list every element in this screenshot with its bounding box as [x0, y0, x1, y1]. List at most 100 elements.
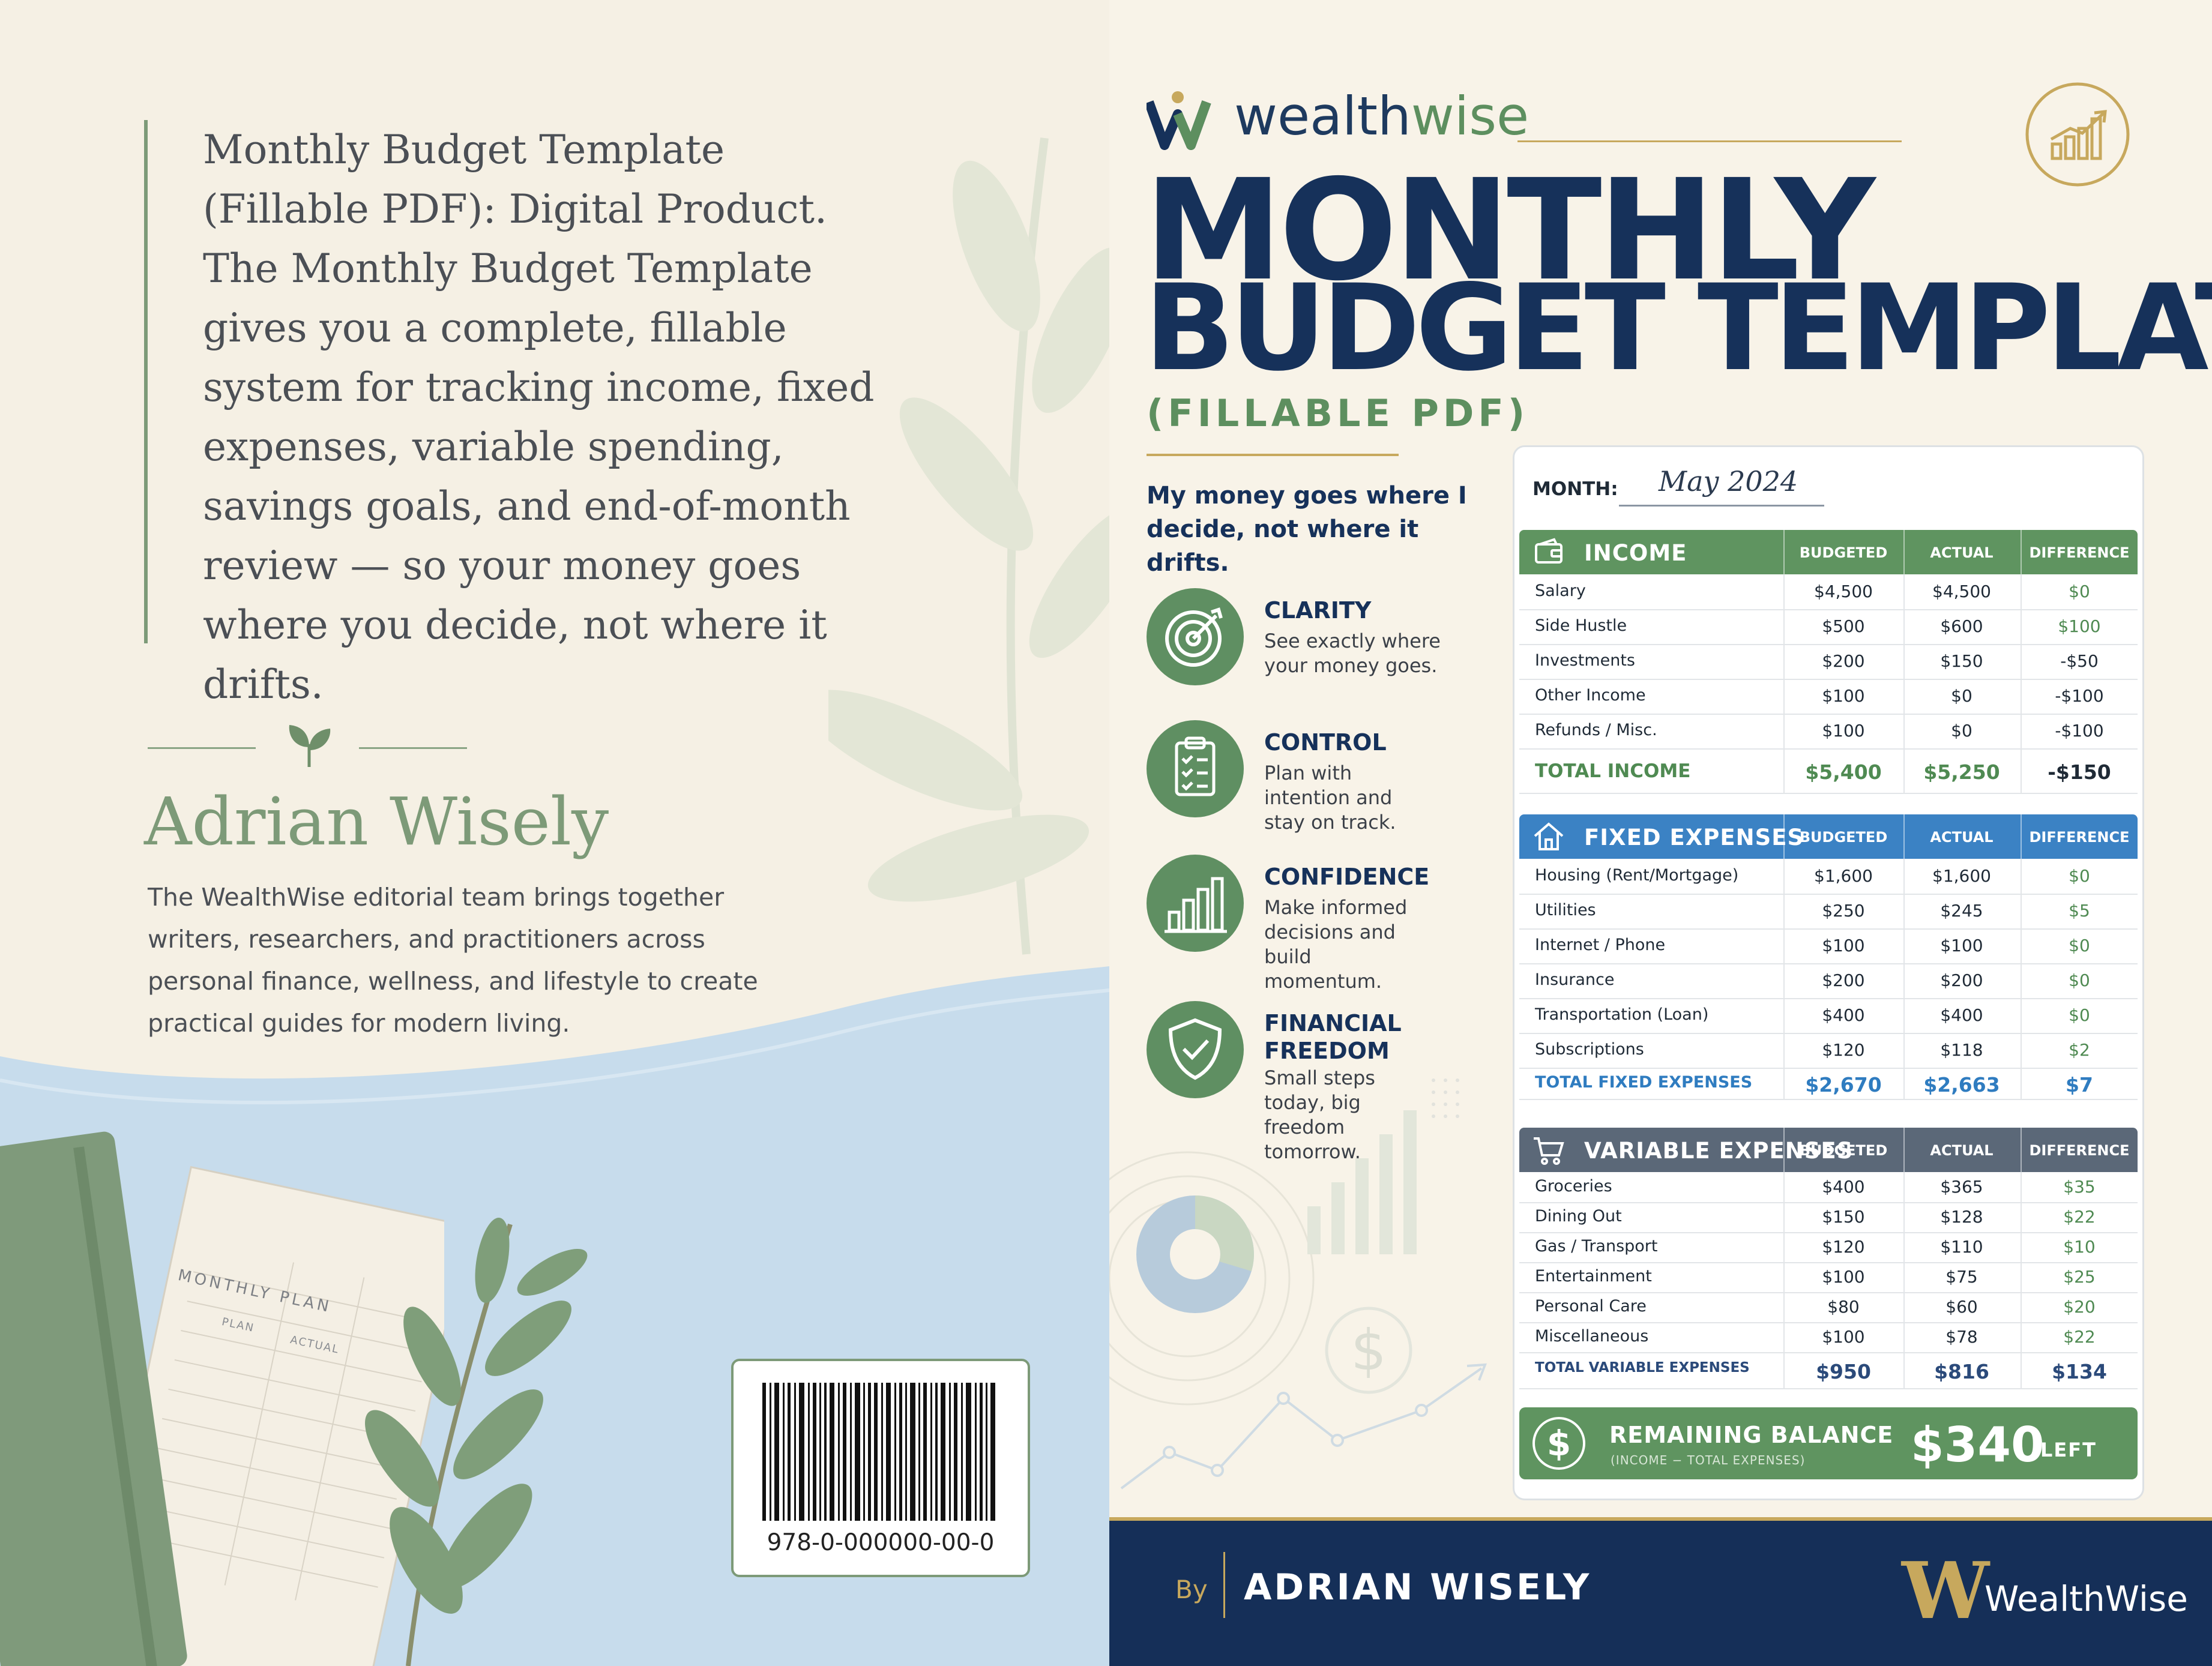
remaining-balance-banner: $ REMAINING BALANCE (INCOME − TOTAL EXPE… [1519, 1407, 2138, 1479]
category-cell: Refunds / Misc. [1535, 721, 1657, 739]
author-bio: The WealthWise editorial team brings tog… [148, 883, 758, 1038]
ornament-line-left [148, 747, 256, 749]
category-cell: Dining Out [1535, 1207, 1622, 1225]
remaining-balance-amount[interactable]: $340 [1911, 1417, 2045, 1473]
difference-cell[interactable]: -$100 [2055, 721, 2104, 741]
actual-cell[interactable]: $118 [1940, 1040, 1983, 1060]
category-cell: TOTAL VARIABLE EXPENSES [1535, 1360, 1750, 1376]
total-row: TOTAL INCOME $5,400 $5,250 -$150 [1519, 748, 2138, 794]
difference-cell[interactable]: $25 [2063, 1267, 2096, 1287]
feature-title: CLARITY [1264, 597, 1372, 624]
feature-desc: Plan with intention and stay on track. [1264, 762, 1396, 834]
table-row: Salary $4,500 $4,500 $0 [1519, 574, 2138, 610]
budgeted-cell[interactable]: $4,500 [1814, 582, 1873, 601]
actual-cell[interactable]: $100 [1940, 936, 1983, 955]
isbn-barcode: 978-0-000000-00-0 [731, 1359, 1030, 1577]
difference-cell[interactable]: $0 [2069, 970, 2090, 990]
difference-cell[interactable]: $35 [2063, 1177, 2096, 1197]
feature-title: CONTROL [1264, 729, 1387, 756]
actual-cell[interactable]: $400 [1940, 1005, 1983, 1025]
category-cell: Miscellaneous [1535, 1327, 1649, 1346]
budgeted-cell[interactable]: $100 [1822, 721, 1865, 741]
back-cover: Monthly Budget Template (Fillable PDF): … [0, 120, 1109, 1666]
budgeted-cell[interactable]: $150 [1822, 1207, 1865, 1227]
difference-cell[interactable]: $7 [2066, 1073, 2093, 1096]
budgeted-cell[interactable]: $950 [1816, 1360, 1871, 1383]
feature-desc: See exactly where your money goes. [1264, 630, 1441, 677]
table-row: Investments $200 $150 -$50 [1519, 644, 2138, 680]
budgeted-cell[interactable]: $100 [1822, 936, 1865, 955]
difference-cell[interactable]: $0 [2069, 582, 2090, 601]
budgeted-cell[interactable]: $400 [1822, 1005, 1865, 1025]
difference-cell[interactable]: $22 [2063, 1207, 2096, 1227]
actual-cell[interactable]: $200 [1940, 970, 1983, 990]
actual-cell[interactable]: $1,600 [1932, 866, 1991, 886]
table-row: Refunds / Misc. $100 $0 -$100 [1519, 714, 2138, 750]
brand-wise: wise [1411, 85, 1529, 147]
variable-expenses-section: VARIABLE EXPENSES BUDGETED ACTUAL DIFFER… [1519, 1128, 2138, 1389]
category-cell: Gas / Transport [1535, 1237, 1658, 1256]
actual-cell[interactable]: $2,663 [1923, 1073, 2000, 1096]
budgeted-cell[interactable]: $2,670 [1805, 1073, 1882, 1096]
category-cell: Insurance [1535, 970, 1615, 989]
actual-cell[interactable]: $816 [1934, 1360, 1989, 1383]
actual-cell[interactable]: $75 [1945, 1267, 1978, 1287]
feature-title: FINANCIAL FREEDOM [1264, 1010, 1402, 1064]
section-title: FIXED EXPENSES [1584, 825, 1804, 850]
actual-cell[interactable]: $365 [1940, 1177, 1983, 1197]
col-header-actual: ACTUAL [1930, 1142, 1994, 1159]
difference-cell[interactable]: $5 [2069, 901, 2090, 921]
table-row: Housing (Rent/Mortgage) $1,600 $1,600 $0 [1519, 859, 2138, 895]
actual-cell[interactable]: $110 [1940, 1237, 1983, 1257]
difference-cell[interactable]: $22 [2063, 1327, 2096, 1347]
actual-cell[interactable]: $60 [1945, 1297, 1978, 1317]
budgeted-cell[interactable]: $120 [1822, 1040, 1865, 1060]
table-row: Side Hustle $500 $600 $100 [1519, 609, 2138, 645]
month-field[interactable]: May 2024 [1659, 465, 1798, 498]
budgeted-cell[interactable]: $100 [1822, 1267, 1865, 1287]
budgeted-cell[interactable]: $100 [1822, 1327, 1865, 1347]
difference-cell[interactable]: $10 [2063, 1237, 2096, 1257]
budgeted-cell[interactable]: $100 [1822, 686, 1865, 706]
difference-cell[interactable]: $2 [2069, 1040, 2090, 1060]
difference-cell[interactable]: $20 [2063, 1297, 2096, 1317]
budgeted-cell[interactable]: $200 [1822, 970, 1865, 990]
barcode-graphic [762, 1383, 995, 1521]
actual-cell[interactable]: $0 [1951, 721, 1972, 741]
budgeted-cell[interactable]: $120 [1822, 1237, 1865, 1257]
difference-cell[interactable]: $0 [2069, 936, 2090, 955]
actual-cell[interactable]: $150 [1940, 651, 1983, 671]
budgeted-cell[interactable]: $500 [1822, 616, 1865, 636]
actual-cell[interactable]: $4,500 [1932, 582, 1991, 601]
bar-chart-icon [1147, 855, 1244, 952]
difference-cell[interactable]: $0 [2069, 866, 2090, 886]
actual-cell[interactable]: $5,250 [1923, 760, 2000, 784]
actual-cell[interactable]: $600 [1940, 616, 1983, 636]
actual-cell[interactable]: $245 [1940, 901, 1983, 921]
difference-cell[interactable]: $100 [2058, 616, 2101, 636]
actual-cell[interactable]: $128 [1940, 1207, 1983, 1227]
footer-author: ADRIAN WISELY [1244, 1566, 1592, 1608]
table-row: Internet / Phone $100 $100 $0 [1519, 928, 2138, 964]
difference-cell[interactable]: $0 [2069, 1005, 2090, 1025]
shield-check-icon [1147, 1001, 1244, 1098]
table-row: Dining Out $150 $128 $22 [1519, 1202, 2138, 1233]
budgeted-cell[interactable]: $400 [1822, 1177, 1865, 1197]
category-cell: Groceries [1535, 1177, 1612, 1195]
title-line-1: MONTHLY [1144, 149, 1875, 311]
budgeted-cell[interactable]: $5,400 [1805, 760, 1882, 784]
budgeted-cell[interactable]: $80 [1827, 1297, 1860, 1317]
actual-cell[interactable]: $78 [1945, 1327, 1978, 1347]
feature-desc: Small steps today, big freedom tomorrow. [1264, 1066, 1375, 1163]
budgeted-cell[interactable]: $1,600 [1814, 866, 1873, 886]
notebook-illustration [0, 1131, 444, 1666]
difference-cell[interactable]: -$50 [2060, 651, 2099, 671]
budgeted-cell[interactable]: $250 [1822, 901, 1865, 921]
actual-cell[interactable]: $0 [1951, 686, 1972, 706]
difference-cell[interactable]: -$100 [2055, 686, 2104, 706]
category-cell: Side Hustle [1535, 616, 1627, 635]
budgeted-cell[interactable]: $200 [1822, 651, 1865, 671]
difference-cell[interactable]: -$150 [2048, 760, 2111, 784]
difference-cell[interactable]: $134 [2052, 1360, 2107, 1383]
footer-gold-rule [1109, 1517, 2212, 1521]
